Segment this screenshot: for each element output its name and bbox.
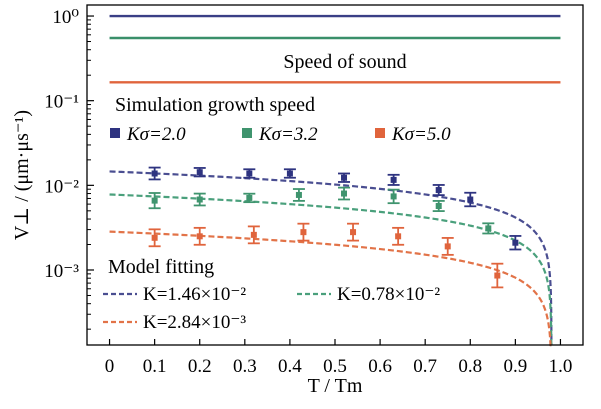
- data-point-1-7: [485, 225, 492, 232]
- fit-legend: K=1.46×10⁻² K=0.78×10⁻² K=2.84×10⁻³: [103, 284, 440, 333]
- data-point-0-3: [286, 170, 293, 177]
- legend-marker-2: [375, 128, 385, 138]
- fit-legend-label-1: K=0.78×10⁻²: [337, 284, 440, 305]
- legend-label-1: Kσ=3.2: [258, 124, 318, 145]
- data-point-0-0: [151, 170, 158, 177]
- legend-label-0: Kσ=2.0: [126, 124, 186, 145]
- y-tick-label-3: 10⁻³: [44, 261, 79, 282]
- fit-curve-2: [109, 230, 552, 347]
- x-tick-label-10: 1.0: [549, 356, 573, 377]
- x-tick-label-9: 0.9: [503, 356, 527, 377]
- x-axis-label: T / Tm: [308, 375, 363, 397]
- speed-of-sound-lines: [109, 14, 561, 84]
- simulation-points: [148, 166, 522, 289]
- y-tick-label-2: 10⁻²: [44, 176, 79, 197]
- speed-of-sound-label: Speed of sound: [283, 51, 406, 73]
- data-point-2-2: [250, 231, 257, 238]
- legend-marker-1: [242, 128, 252, 138]
- data-point-2-5: [395, 233, 402, 240]
- data-point-2-1: [196, 233, 203, 240]
- y-axis-label: V⊥ / (μm·μs⁻¹): [11, 110, 33, 240]
- data-point-1-2: [246, 194, 253, 201]
- data-point-0-4: [341, 174, 348, 181]
- y-tick-label-0: 10⁰: [52, 7, 79, 28]
- model-fitting-label: Model fitting: [108, 256, 214, 278]
- data-point-2-6: [444, 243, 451, 250]
- x-tick-label-6: 0.6: [368, 356, 392, 377]
- fit-legend-label-2: K=2.84×10⁻³: [143, 312, 246, 333]
- data-point-0-2: [246, 170, 253, 177]
- x-tick-label-0: 0: [105, 356, 115, 377]
- x-tick-label-3: 0.3: [233, 356, 257, 377]
- x-tick-label-7: 0.7: [413, 356, 437, 377]
- data-point-2-0: [151, 234, 158, 241]
- fit-legend-label-0: K=1.46×10⁻²: [143, 284, 246, 305]
- data-point-1-3: [295, 191, 302, 198]
- data-point-0-6: [435, 187, 442, 194]
- data-point-0-5: [390, 176, 397, 183]
- legend-label-2: Kσ=5.0: [391, 124, 451, 145]
- data-point-0-8: [512, 239, 519, 246]
- legend-marker-0: [110, 128, 120, 138]
- data-point-1-5: [390, 193, 397, 200]
- simulation-legend: Kσ=2.0 Kσ=3.2 Kσ=5.0: [110, 124, 451, 145]
- data-point-1-1: [196, 196, 203, 203]
- data-point-1-0: [151, 197, 158, 204]
- data-point-2-3: [300, 229, 307, 236]
- data-point-0-1: [196, 169, 203, 176]
- x-tick-label-5: 0.5: [323, 356, 347, 377]
- simulation-growth-speed-label: Simulation growth speed: [115, 94, 315, 116]
- data-point-1-6: [435, 203, 442, 210]
- x-tick-label-8: 0.8: [458, 356, 482, 377]
- data-point-2-4: [350, 229, 357, 236]
- data-point-0-7: [467, 196, 474, 203]
- data-point-1-4: [341, 190, 348, 197]
- y-tick-label-1: 10⁻¹: [44, 92, 79, 113]
- x-tick-label-1: 0.1: [143, 356, 167, 377]
- data-point-2-7: [494, 272, 501, 279]
- fit-curve-0: [109, 170, 553, 347]
- x-tick-label-4: 0.4: [278, 356, 302, 377]
- x-tick-label-2: 0.2: [188, 356, 212, 377]
- axes: 0 0.1 0.2 0.3 0.4 0.5 0.6 0.7 0.8 0.9 1.0 10⁰ 10⁻¹ 10…: [11, 4, 584, 397]
